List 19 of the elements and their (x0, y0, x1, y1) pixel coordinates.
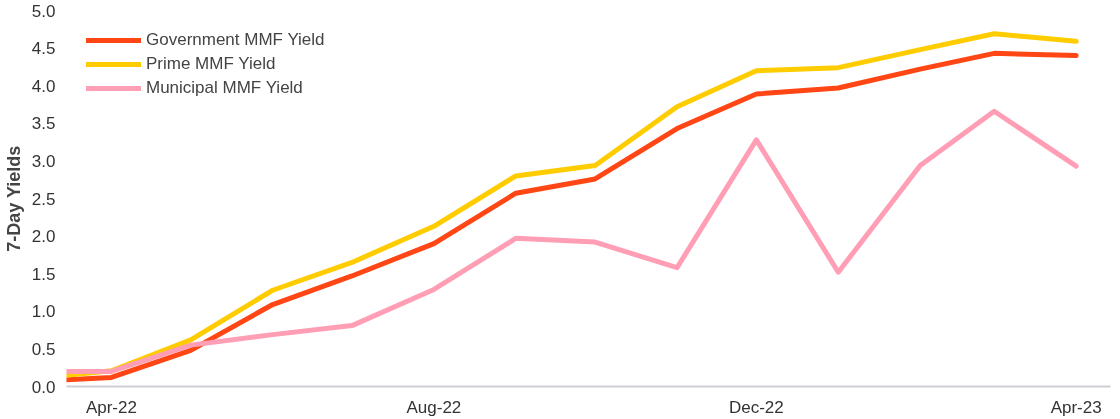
y-tick-label: 4.0 (31, 76, 56, 96)
y-tick-label: 4.5 (31, 39, 56, 59)
y-tick-label: 5.0 (31, 1, 56, 21)
x-tick-label: Apr-22 (85, 397, 137, 417)
y-tick-label: 1.5 (31, 264, 56, 284)
y-tick-label: 1.0 (31, 302, 56, 322)
y-tick-label: 3.0 (31, 151, 56, 171)
y-tick-label: 0.5 (31, 339, 56, 359)
x-tick-label: Aug-22 (406, 397, 462, 417)
legend-label: Prime MMF Yield (146, 54, 276, 74)
y-tick-label: 2.5 (31, 189, 56, 209)
y-axis-title: 7-Day Yields (3, 145, 24, 252)
y-tick-label: 0.0 (31, 377, 56, 397)
legend-label: Government MMF Yield (146, 30, 325, 50)
legend-label: Municipal MMF Yield (146, 78, 303, 98)
y-tick-label: 3.5 (31, 114, 56, 134)
x-tick-label: Apr-23 (1050, 397, 1102, 417)
y-tick-label: 2.0 (31, 227, 56, 247)
x-tick-label: Dec-22 (728, 397, 784, 417)
